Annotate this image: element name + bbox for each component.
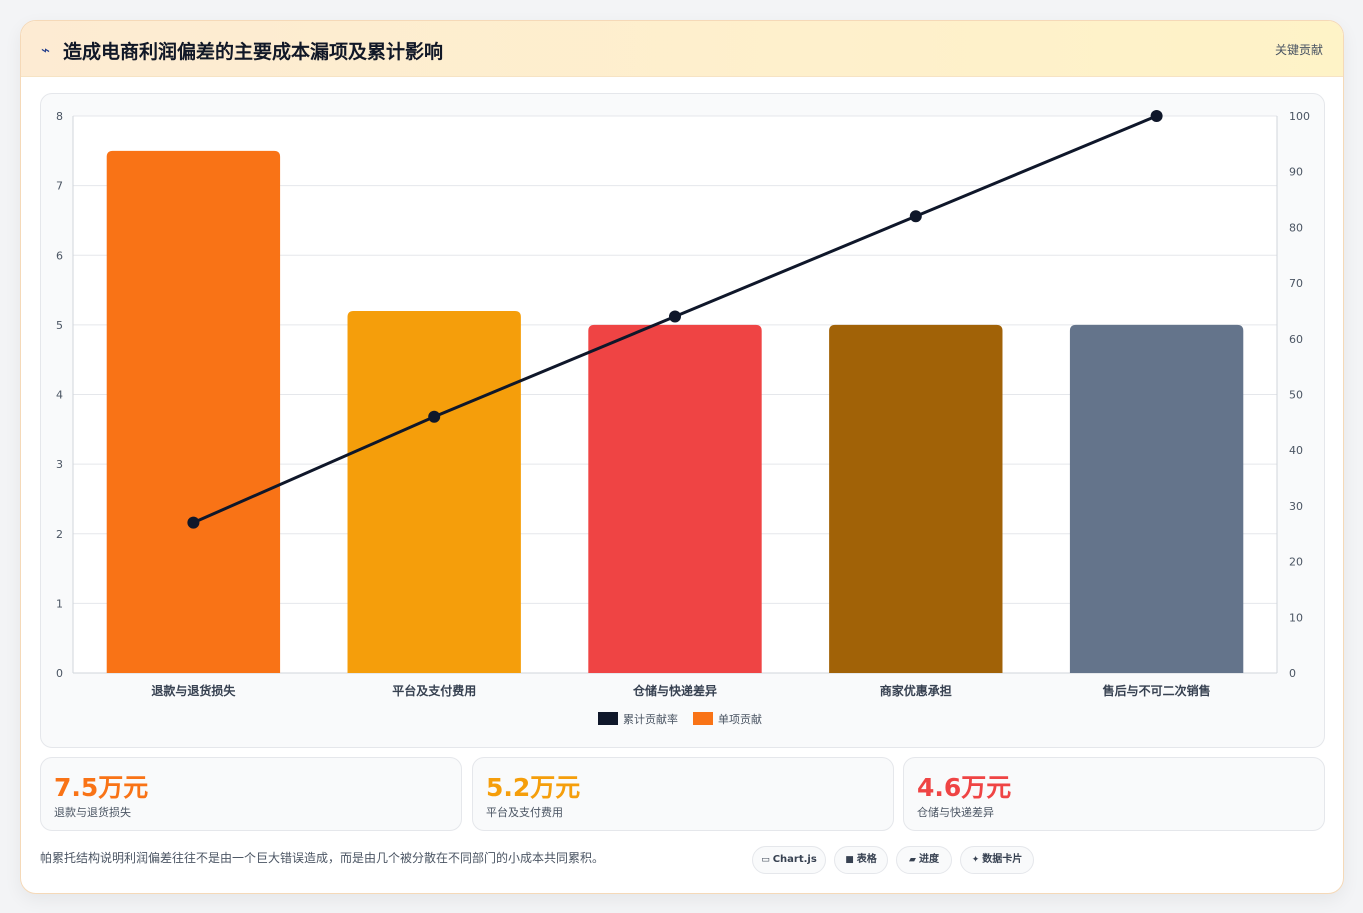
y-right-tick-label: 100 xyxy=(1289,110,1310,123)
y-left-tick-label: 0 xyxy=(56,667,63,680)
y-left-tick-label: 4 xyxy=(56,389,63,402)
x-tick-label: 商家优惠承担 xyxy=(880,683,952,698)
y-left-tick-label: 5 xyxy=(56,319,63,332)
y-right-tick-label: 70 xyxy=(1289,277,1303,290)
lightning-icon: ⌁ xyxy=(41,41,51,59)
badge-progress[interactable]: ▰ 进度 xyxy=(896,846,952,874)
stat-cards: 7.5万元 退款与退货损失 5.2万元 平台及支付费用 4.6万元 仓储与快递差… xyxy=(40,757,1325,831)
y-left-tick-label: 3 xyxy=(56,458,63,471)
stat-card-1: 7.5万元 退款与退货损失 xyxy=(40,757,462,831)
x-tick-label: 退款与退货损失 xyxy=(151,683,236,698)
y-right-tick-label: 50 xyxy=(1289,389,1303,402)
y-right-tick-label: 40 xyxy=(1289,444,1303,457)
y-left-tick-label: 6 xyxy=(56,249,63,262)
y-right-tick-label: 90 xyxy=(1289,166,1303,179)
bar xyxy=(106,150,281,673)
y-right-tick-label: 20 xyxy=(1289,556,1303,569)
legend-swatch xyxy=(598,712,618,725)
y-left-tick-label: 2 xyxy=(56,528,63,541)
pareto-chart: 0 1 2 3 4 5 6 7 8 0 10 20 30 40 50 60 70 80 90 100 退款与退货损失 平台… xyxy=(40,93,1325,748)
y-left-tick-label: 1 xyxy=(56,597,63,610)
cumulative-point xyxy=(669,310,681,323)
y-right-tick-label: 0 xyxy=(1289,667,1296,680)
header-tag: 关键贡献 xyxy=(1274,43,1323,57)
y-left-tick-label: 7 xyxy=(56,180,63,193)
legend-swatch xyxy=(693,712,713,725)
legend-label: 单项贡献 xyxy=(718,712,762,726)
x-tick-label: 售后与不可二次销售 xyxy=(1103,683,1211,698)
chart-card: ⌁ 造成电商利润偏差的主要成本漏项及累计影响 关键贡献 0 1 2 3 4 5 6 7 8 0 10… xyxy=(20,20,1344,894)
y-right-tick-label: 80 xyxy=(1289,221,1303,234)
badge-chartjs[interactable]: ▭ Chart.js xyxy=(752,846,826,874)
x-tick-label: 仓储与快递差异 xyxy=(632,683,717,698)
y-right-tick-label: 10 xyxy=(1289,611,1303,624)
cumulative-point xyxy=(187,516,200,529)
badge-table[interactable]: ■ 表格 xyxy=(834,846,888,874)
badge-datacard[interactable]: ✦ 数据卡片 xyxy=(960,846,1034,874)
y-left-tick-label: 8 xyxy=(56,110,63,123)
footnote: 帕累托结构说明利润偏差往往不是由一个巨大错误造成，而是由几个被分散在不同部门的小… xyxy=(40,851,605,865)
y-right-tick-label: 60 xyxy=(1289,333,1303,346)
card-icon: ✦ xyxy=(971,855,980,865)
cumulative-point xyxy=(1150,110,1163,122)
stat-value-3: 4.6万元 xyxy=(917,773,1012,802)
badge-label-progress: 进度 xyxy=(918,854,939,865)
stat-card-2: 5.2万元 平台及支付费用 xyxy=(472,757,894,831)
stat-label-1: 退款与退货损失 xyxy=(54,806,131,819)
bar xyxy=(829,324,1003,673)
stat-value-1: 7.5万元 xyxy=(54,773,149,802)
stat-card-3: 4.6万元 仓储与快递差异 xyxy=(903,757,1325,831)
stat-value-2: 5.2万元 xyxy=(486,773,581,802)
stat-label-2: 平台及支付费用 xyxy=(486,806,563,819)
badge-label-table: 表格 xyxy=(856,854,877,865)
cumulative-point xyxy=(909,210,922,223)
progress-icon: ▰ xyxy=(909,855,916,865)
chart-icon: ▭ xyxy=(761,855,770,865)
table-icon: ■ xyxy=(845,855,854,865)
bar xyxy=(347,310,521,673)
stat-label-3: 仓储与快递差异 xyxy=(917,806,994,819)
card-header: ⌁ 造成电商利润偏差的主要成本漏项及累计影响 关键贡献 xyxy=(21,21,1343,77)
cumulative-point xyxy=(428,410,441,423)
bar xyxy=(1069,324,1244,673)
badge-label-datacard: 数据卡片 xyxy=(982,854,1023,865)
x-tick-label: 平台及支付费用 xyxy=(392,683,476,698)
bar xyxy=(588,324,762,673)
badge-label-chartjs: Chart.js xyxy=(772,854,817,865)
page-title: 造成电商利润偏差的主要成本漏项及累计影响 xyxy=(63,41,444,63)
y-right-tick-label: 30 xyxy=(1289,500,1303,513)
legend-label: 累计贡献率 xyxy=(623,712,678,726)
